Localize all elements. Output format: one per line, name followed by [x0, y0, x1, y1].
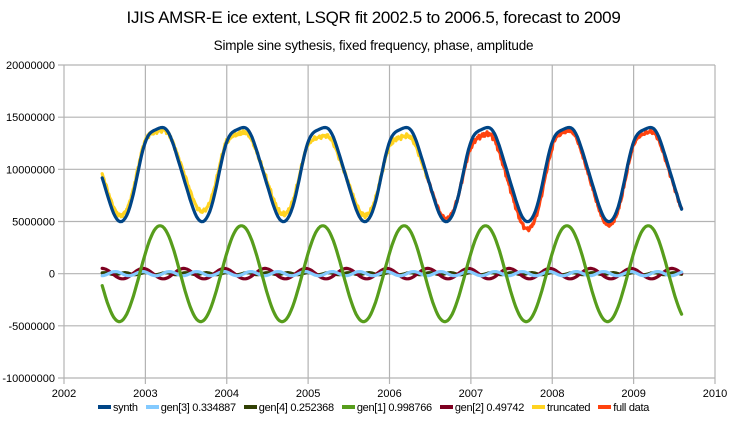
y-tick-label: 15000000 — [6, 112, 55, 124]
series-lines — [100, 125, 684, 324]
legend-swatch — [243, 405, 257, 410]
gridlines — [58, 64, 716, 384]
legend-swatch — [97, 405, 111, 410]
legend-label: synth — [112, 402, 138, 414]
y-tick-label: -5000000 — [9, 321, 56, 333]
x-tick-label: 2003 — [133, 388, 157, 400]
legend-swatch — [532, 405, 546, 410]
chart-subtitle: Simple sine sythesis, fixed frequency, p… — [213, 38, 534, 53]
x-axis-ticks: 2002 2003 2004 2005 2006 2007 2008 2009 2010 — [52, 388, 727, 400]
series-line-full — [424, 127, 684, 233]
x-tick-label: 2008 — [540, 388, 564, 400]
series-line-gen3 — [100, 270, 684, 278]
x-tick-label: 2009 — [621, 388, 645, 400]
y-tick-label: 20000000 — [6, 60, 55, 72]
legend-item-full: full data — [598, 402, 649, 414]
legend-label: full data — [613, 402, 650, 414]
chart-title: IJIS AMSR-E ice extent, LSQR fit 2002.5 … — [126, 8, 621, 27]
legend: synth gen[3] 0.334887 gen[4] 0.252368 gen[1… — [0, 402, 747, 414]
series-line-gen1 — [100, 224, 684, 324]
x-tick-label: 2006 — [377, 388, 401, 400]
series-line-synth — [100, 125, 684, 224]
x-tick-label: 2010 — [703, 388, 727, 400]
x-tick-label: 2004 — [215, 388, 239, 400]
legend-item-synth: synth — [97, 402, 138, 414]
legend-label: gen[1] 0.998766 — [356, 402, 432, 414]
y-axis-ticks: -10000000 -5000000 0 5000000 10000000 1500000… — [2, 60, 55, 385]
legend-item-gen2: gen[2] 0.49742 — [439, 402, 525, 414]
legend-swatch — [439, 405, 453, 410]
legend-label: gen[2] 0.49742 — [454, 402, 525, 414]
legend-label: gen[4] 0.252368 — [258, 402, 334, 414]
x-tick-label: 2002 — [52, 388, 76, 400]
legend-item-truncated: truncated — [532, 402, 591, 414]
legend-label: gen[3] 0.334887 — [160, 402, 236, 414]
y-tick-label: 10000000 — [6, 164, 55, 176]
legend-swatch — [598, 405, 612, 410]
legend-swatch — [341, 405, 355, 410]
legend-item-gen3: gen[3] 0.334887 — [145, 402, 236, 414]
y-tick-label: 5000000 — [12, 217, 55, 229]
y-tick-label: 0 — [49, 269, 55, 281]
x-tick-label: 2007 — [459, 388, 483, 400]
y-tick-label: -10000000 — [2, 373, 55, 385]
x-tick-label: 2005 — [296, 388, 320, 400]
legend-swatch — [145, 405, 159, 410]
legend-item-gen1: gen[1] 0.998766 — [341, 402, 432, 414]
legend-item-gen4: gen[4] 0.252368 — [243, 402, 334, 414]
legend-label: truncated — [547, 402, 591, 414]
